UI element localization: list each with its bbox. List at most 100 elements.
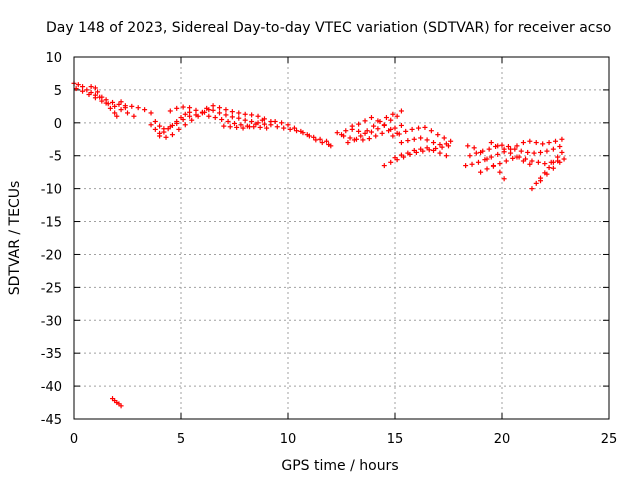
data-point xyxy=(503,158,509,164)
data-point xyxy=(86,92,92,98)
data-point xyxy=(428,128,434,134)
data-points xyxy=(71,80,567,409)
data-point xyxy=(334,130,340,136)
chart-title: Day 148 of 2023, Sidereal Day-to-day VTE… xyxy=(46,20,611,36)
data-point xyxy=(508,150,514,156)
data-point xyxy=(351,137,357,143)
data-point xyxy=(557,144,563,150)
data-point xyxy=(110,99,116,105)
y-tick-label: -15 xyxy=(41,216,62,231)
data-point xyxy=(259,117,265,123)
data-point xyxy=(437,150,443,156)
data-point xyxy=(497,169,503,175)
data-point xyxy=(236,110,242,116)
data-point xyxy=(313,137,319,143)
data-point xyxy=(514,143,520,149)
data-point xyxy=(495,143,501,149)
data-point xyxy=(478,169,484,175)
data-point xyxy=(529,158,535,164)
data-point xyxy=(392,125,398,131)
data-point xyxy=(249,119,255,125)
data-point xyxy=(538,178,544,184)
data-point xyxy=(375,118,381,124)
data-point xyxy=(187,113,193,119)
data-point xyxy=(490,163,496,169)
data-point xyxy=(550,159,556,165)
data-point xyxy=(285,122,291,128)
data-point xyxy=(291,125,297,131)
data-point xyxy=(499,142,505,148)
data-point xyxy=(371,123,377,129)
data-point xyxy=(152,119,158,125)
data-point xyxy=(482,157,488,163)
data-point xyxy=(501,146,507,152)
data-point xyxy=(234,124,240,130)
data-point xyxy=(535,159,541,165)
data-point xyxy=(274,124,280,130)
data-point xyxy=(544,148,550,154)
data-point xyxy=(95,89,101,95)
data-point xyxy=(431,140,437,146)
data-point xyxy=(225,119,231,125)
y-tick-label: -10 xyxy=(41,183,62,198)
data-point xyxy=(238,122,244,128)
data-point xyxy=(306,133,312,139)
y-tick-label: -20 xyxy=(41,248,62,263)
data-point xyxy=(362,118,368,124)
data-point xyxy=(559,136,565,142)
data-point xyxy=(388,126,394,132)
data-point xyxy=(411,147,417,153)
data-point xyxy=(148,122,154,128)
data-point xyxy=(356,121,362,127)
y-tick-label: -30 xyxy=(41,314,62,329)
data-point xyxy=(221,123,227,129)
data-point xyxy=(341,133,347,139)
data-point xyxy=(463,163,469,169)
data-point xyxy=(88,84,94,90)
y-axis-ticks: 10 5 0 -5 -10 -15 -20 -25 -30 -35 -40 -45 xyxy=(41,51,609,428)
data-point xyxy=(439,144,445,150)
data-point xyxy=(368,129,374,135)
data-point xyxy=(398,122,404,128)
data-point xyxy=(488,154,494,160)
data-point xyxy=(268,119,274,125)
data-point xyxy=(441,135,447,141)
data-point xyxy=(409,126,415,132)
data-point xyxy=(390,111,396,117)
data-point xyxy=(398,108,404,114)
data-point xyxy=(546,165,552,171)
data-point xyxy=(217,105,223,111)
data-point xyxy=(518,148,524,154)
y-tick-label: 10 xyxy=(45,51,62,66)
data-point xyxy=(114,113,120,119)
data-point xyxy=(465,143,471,149)
data-point xyxy=(103,100,109,106)
data-point xyxy=(118,99,124,105)
data-point xyxy=(557,159,563,165)
data-point xyxy=(279,120,285,126)
data-point xyxy=(152,126,158,132)
data-point xyxy=(501,176,507,182)
data-point xyxy=(544,171,550,177)
data-point xyxy=(199,109,205,115)
data-point xyxy=(375,126,381,132)
data-point xyxy=(484,166,490,172)
data-point xyxy=(253,121,259,127)
data-point xyxy=(227,124,233,130)
data-point xyxy=(272,119,278,125)
data-point xyxy=(405,150,411,156)
data-point xyxy=(495,151,501,157)
data-point xyxy=(129,103,135,109)
data-point xyxy=(195,113,201,119)
data-point xyxy=(392,155,398,161)
data-point xyxy=(324,138,330,144)
data-point xyxy=(131,113,137,119)
data-point xyxy=(559,149,565,155)
data-point xyxy=(116,101,122,107)
y-tick-label: 5 xyxy=(54,84,62,99)
data-point xyxy=(398,152,404,158)
data-point xyxy=(180,104,186,110)
plot-frame xyxy=(73,56,610,420)
data-point xyxy=(300,130,306,136)
